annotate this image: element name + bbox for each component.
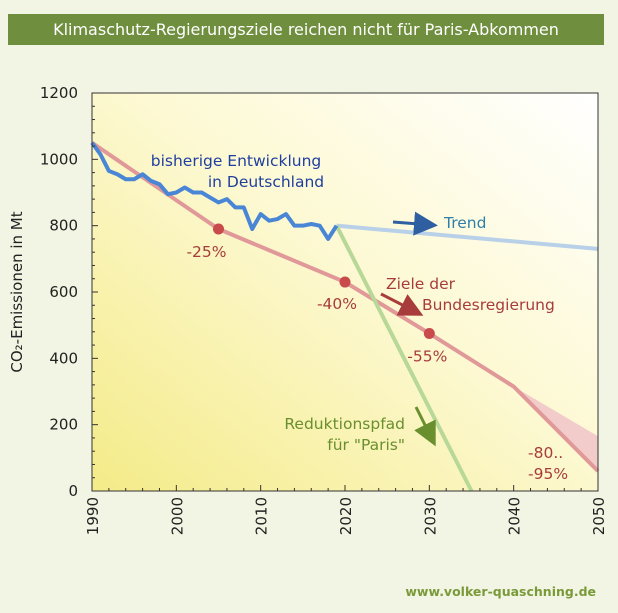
target-marker-label: -25% [186, 243, 226, 261]
y-tick-label: 0 [68, 482, 78, 500]
target-marker [339, 276, 351, 288]
targets-line [90, 141, 600, 473]
trend-line [336, 223, 599, 251]
x-tick-label: 2030 [421, 497, 439, 535]
y-tick-label: 1200 [40, 84, 78, 102]
x-tick-label: 2020 [337, 497, 355, 535]
target-marker [213, 223, 224, 235]
y-tick-label: 1000 [40, 150, 78, 168]
paris-arrow [414, 406, 436, 447]
history-line [90, 141, 339, 241]
y-tick-label: 400 [49, 349, 78, 367]
targets-arrow [380, 292, 424, 316]
band-label-line2: -95% [528, 465, 568, 483]
y-tick-label: 200 [49, 416, 78, 434]
chart-title: Klimaschutz-Regierungsziele reichen nich… [8, 14, 604, 45]
y-tick-label: 800 [49, 217, 78, 235]
x-tick-label: 1990 [84, 497, 102, 535]
target-marker [423, 327, 435, 339]
trend-label: Trend [443, 214, 486, 232]
paris-line [334, 224, 474, 492]
history-label-line1: bisherige Entwicklung [151, 152, 322, 170]
targets-label-line2: Bundesregierung [422, 296, 555, 314]
y-tick-label: 600 [49, 283, 78, 301]
paris-label-line2: für "Paris" [327, 436, 405, 454]
y-axis-label: CO₂-Emissionen in Mt [8, 211, 26, 372]
source-credit: www.volker-quaschning.de [405, 584, 596, 599]
target-marker-label: -40% [317, 295, 357, 313]
targets-label-line1: Ziele der [386, 275, 456, 293]
x-tick-label: 2040 [506, 497, 524, 535]
target-marker-label: -55% [407, 347, 447, 365]
trend-arrow [392, 211, 438, 236]
band-label-line1: -80.. [528, 444, 563, 462]
x-tick-label: 2050 [590, 497, 608, 535]
plot-background [92, 93, 598, 491]
x-tick-label: 2010 [253, 497, 271, 535]
history-label-line2: in Deutschland [208, 173, 324, 191]
paris-label-line1: Reduktionspfad [284, 415, 405, 433]
x-tick-label: 2000 [168, 497, 186, 535]
